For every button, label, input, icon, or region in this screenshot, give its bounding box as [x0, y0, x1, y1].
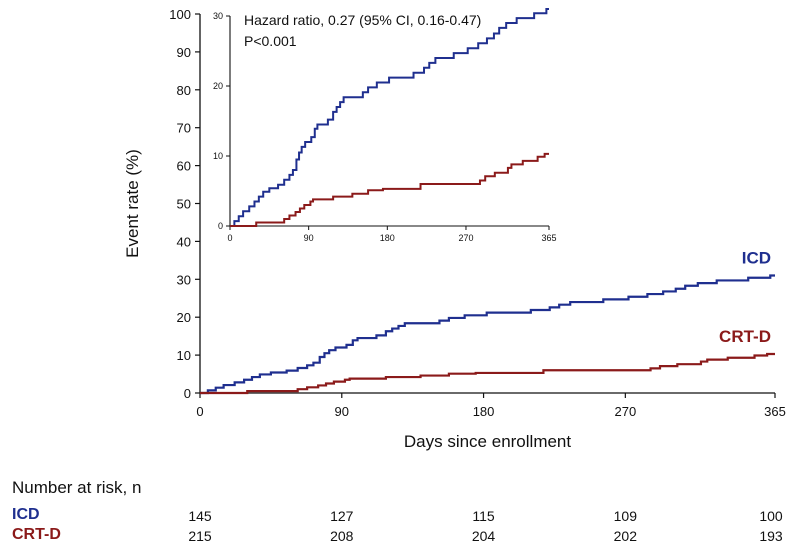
y-tick-label: 60 [177, 159, 191, 174]
inset-x-tick-label: 90 [304, 233, 314, 243]
series-line-crt-d [200, 352, 775, 395]
inset-series-line-crt-d [230, 152, 549, 227]
inset-plot: 0 10 20 30 0 90 180 270 365 Hazard ratio, 0.27 (9… [206, 8, 561, 248]
inset-x-tick-label: 0 [227, 233, 232, 243]
risk-value: 193 [759, 528, 783, 544]
x-tick-label: 90 [335, 404, 349, 419]
inset-y-tick-label: 30 [213, 11, 223, 21]
risk-table-title: Number at risk, n [12, 478, 142, 497]
risk-row-label-crt-d: CRT-D [12, 526, 61, 543]
inset-y-tick-label: 10 [213, 151, 223, 161]
risk-value: 204 [471, 528, 496, 544]
series-line-icd [200, 274, 775, 395]
risk-value: 115 [472, 508, 495, 524]
y-tick-label: 80 [177, 83, 191, 98]
y-axis-title: Event rate (%) [123, 149, 142, 258]
inset-background [206, 8, 561, 248]
y-tick-label: 90 [177, 45, 191, 60]
hazard-ratio-annotation: Hazard ratio, 0.27 (95% CI, 0.16-0.47) [244, 12, 481, 28]
p-value-annotation: P<0.001 [244, 33, 297, 49]
y-tick-label: 70 [177, 121, 191, 136]
inset-y-tick-label: 0 [218, 221, 223, 231]
y-tick-label: 0 [184, 386, 191, 401]
risk-value: 202 [613, 528, 637, 544]
risk-value: 208 [330, 528, 354, 544]
series-label-crt-d: CRT-D [719, 327, 771, 346]
y-tick-label: 100 [169, 7, 191, 22]
inset-x-tick-label: 365 [541, 233, 556, 243]
inset-y-tick-label: 20 [213, 81, 223, 91]
x-tick-label: 365 [764, 404, 786, 419]
inset-x-tick-label: 180 [380, 233, 395, 243]
risk-row-label-icd: ICD [12, 506, 40, 523]
inset-x-tick-label: 270 [458, 233, 473, 243]
y-tick-label: 20 [177, 310, 191, 325]
risk-value: 215 [188, 528, 212, 544]
y-tick-label: 30 [177, 272, 191, 287]
risk-value: 100 [759, 508, 783, 524]
risk-value: 109 [613, 508, 637, 524]
y-tick-label: 10 [177, 348, 191, 363]
x-axis-title: Days since enrollment [404, 432, 572, 451]
y-tick-label: 50 [177, 197, 191, 212]
risk-value: 145 [188, 508, 212, 524]
x-tick-label: 0 [196, 404, 203, 419]
inset-series-line-icd [230, 8, 549, 227]
x-tick-label: 180 [473, 404, 495, 419]
series-label-icd: ICD [742, 249, 771, 268]
x-tick-label: 270 [614, 404, 636, 419]
y-tick-label: 40 [177, 234, 191, 249]
risk-value: 127 [330, 508, 354, 524]
